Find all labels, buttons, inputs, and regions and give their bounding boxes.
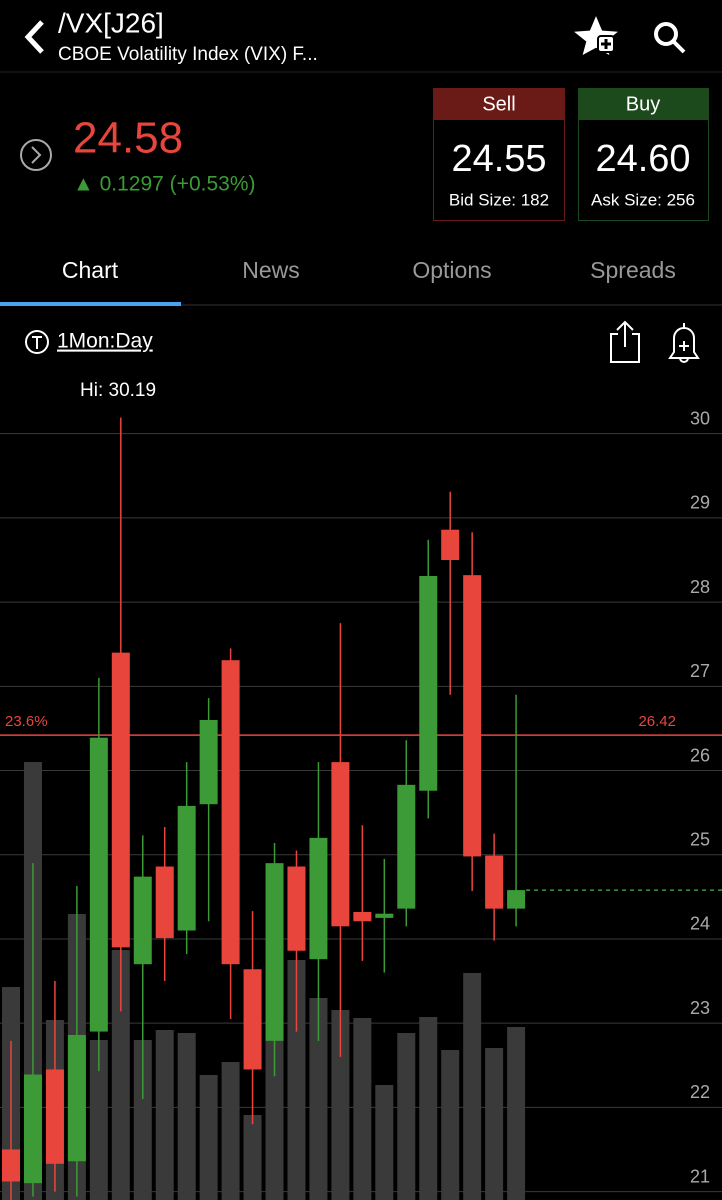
period-selector[interactable]: 1Mon:Day (57, 330, 153, 353)
volume-bar (331, 1010, 350, 1200)
back-button[interactable] (24, 20, 44, 54)
volume-bar (89, 1040, 108, 1200)
active-tab-indicator (0, 302, 181, 306)
ask-size: Ask Size: 256 (591, 190, 695, 209)
candle-body (111, 652, 130, 948)
volume-bar (199, 1075, 218, 1200)
y-tick-label: 29 (690, 493, 710, 513)
candle-body (331, 762, 350, 927)
tab[interactable]: Spreads (590, 257, 676, 283)
candle-body (375, 913, 394, 918)
sell-box[interactable]: Sell 24.55 Bid Size: 182 (433, 88, 565, 221)
candlestick-chart (0, 417, 722, 1200)
volume-bar (485, 1048, 504, 1200)
volume-bar (287, 960, 306, 1200)
candle-body (177, 805, 196, 931)
volume-bar (397, 1033, 416, 1200)
share-button[interactable] (610, 320, 640, 363)
sell-label: Sell (482, 93, 515, 115)
candle-body (133, 876, 152, 965)
tab[interactable]: Chart (62, 257, 119, 283)
volume-bar (133, 1040, 152, 1200)
volume-bar (111, 950, 130, 1200)
last-price: 24.58 (73, 114, 183, 163)
buy-box[interactable]: Buy 24.60 Ask Size: 256 (578, 88, 709, 221)
y-tick-label: 25 (690, 829, 710, 849)
candle-body (463, 575, 482, 857)
candle-body (221, 660, 240, 965)
volume-bar (243, 1115, 262, 1200)
candle-body (2, 1149, 20, 1182)
candle-body (485, 855, 504, 909)
volume-bar (177, 1033, 196, 1200)
volume-bar (309, 998, 328, 1200)
watchlist-button[interactable] (574, 16, 618, 56)
y-tick-label: 27 (690, 661, 710, 681)
expand-button[interactable] (20, 139, 52, 171)
candle-body (507, 890, 526, 909)
buy-label: Buy (626, 93, 660, 115)
y-tick-label: 23 (690, 998, 710, 1018)
candle-body (89, 737, 108, 1032)
volume-bar (507, 1027, 526, 1200)
alert-button[interactable] (668, 323, 700, 363)
fib-value: 26.42 (638, 713, 676, 730)
timezone-icon (25, 330, 49, 354)
candle-body (45, 1069, 64, 1164)
y-tick-label: 26 (690, 745, 710, 765)
fib-label: 23.6% (5, 713, 48, 730)
candle-body (441, 529, 460, 560)
sell-price: 24.55 (451, 138, 546, 180)
tab-bar: Chart News Options Spreads (62, 257, 676, 283)
candle-body (23, 1074, 42, 1184)
y-tick-label: 24 (690, 914, 710, 934)
y-tick-label: 30 (690, 408, 710, 428)
y-tick-label: 21 (690, 1166, 710, 1186)
candle-body (243, 969, 262, 1070)
candle-body (309, 837, 328, 960)
volume-bar (441, 1050, 460, 1200)
tab[interactable]: News (242, 257, 300, 283)
candle-body (265, 863, 284, 1041)
high-label: Hi: 30.19 (80, 380, 156, 401)
price-change: ▲ 0.1297 (+0.53%) (73, 173, 255, 196)
volume-bar (265, 1040, 284, 1200)
volume-bar (221, 1062, 240, 1200)
buy-price: 24.60 (595, 138, 690, 180)
candle-body (353, 912, 372, 922)
y-tick-label: 28 (690, 577, 710, 597)
description: CBOE Volatility Index (VIX) F... (58, 44, 318, 65)
candle-body (419, 576, 438, 791)
bid-size: Bid Size: 182 (449, 190, 549, 209)
candle-body (67, 1034, 86, 1162)
symbol: /VX[J26] (58, 7, 164, 38)
volume-bar (353, 1018, 372, 1200)
y-tick-label: 22 (690, 1082, 710, 1102)
candle-body (155, 866, 174, 939)
volume-bar (419, 1017, 438, 1200)
volume-bar (463, 973, 482, 1200)
volume-bar (155, 1030, 174, 1200)
candle-body (287, 866, 306, 951)
candle-body (397, 784, 416, 909)
search-button[interactable] (654, 22, 686, 54)
candle-body (199, 720, 218, 805)
tab[interactable]: Options (412, 257, 491, 283)
volume-bar (375, 1085, 394, 1200)
